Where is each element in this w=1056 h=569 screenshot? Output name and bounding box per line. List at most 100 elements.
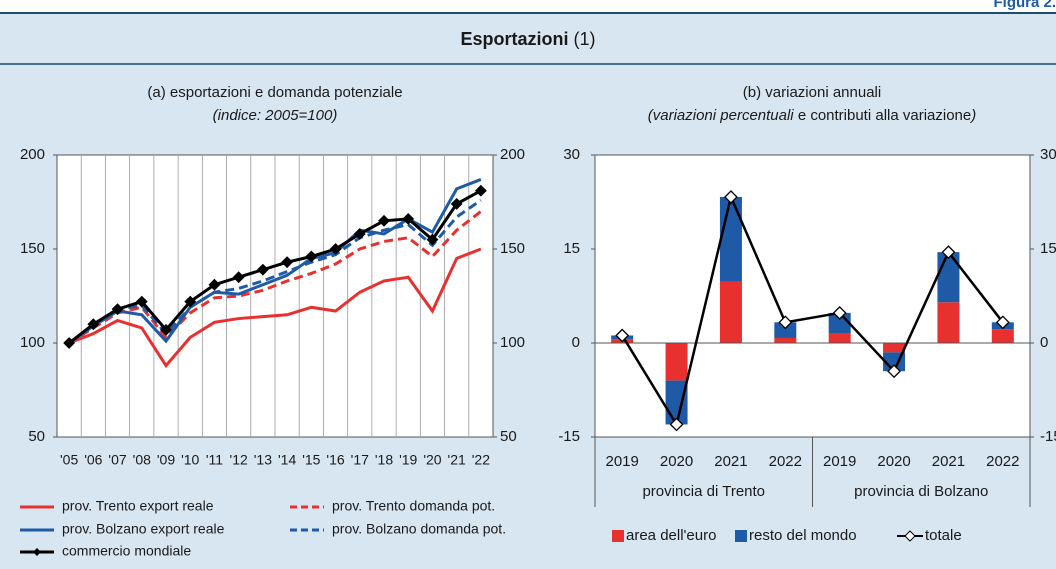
marker (232, 271, 245, 284)
x-tick-label: '05 (60, 452, 78, 468)
marker (87, 318, 100, 331)
y-tick-label: 15 (563, 240, 580, 257)
x-tick-label: '14 (278, 452, 296, 468)
legend-marker (33, 548, 41, 556)
y2-tick-label: 50 (500, 428, 517, 445)
bar (937, 302, 960, 343)
subtitle-italic: (variazioni percentuali (648, 107, 795, 124)
legend-label: commercio mondiale (62, 543, 191, 559)
y-tick-label: 0 (572, 334, 580, 351)
x-tick-label: 2021 (714, 453, 747, 470)
marker (160, 323, 172, 336)
chart-title: (b) variazioni annuali (743, 84, 881, 101)
y-tick-label: 30 (563, 146, 580, 163)
group-label: provincia di Bolzano (854, 483, 988, 500)
marker (184, 295, 197, 308)
x-tick-label: '10 (181, 452, 199, 468)
subtitle-plain: e contributi alla variazione (798, 107, 971, 124)
x-tick-label: '19 (399, 452, 417, 468)
x-tick-label: '15 (302, 452, 320, 468)
y2-tick-label: 30 (1040, 146, 1056, 163)
y-tick-label: 150 (20, 240, 45, 257)
top-strip (0, 0, 1056, 12)
x-tick-label: 2020 (660, 453, 693, 470)
group-label: provincia di Trento (642, 483, 765, 500)
x-tick-label: 2019 (823, 453, 856, 470)
marker (832, 306, 847, 320)
marker (778, 315, 793, 330)
y2-tick-label: 100 (500, 334, 525, 351)
marker (329, 243, 342, 255)
x-tick-label: '17 (351, 452, 369, 468)
marker (305, 250, 318, 263)
title: Esportazioni (460, 29, 568, 49)
legend-swatch (735, 530, 747, 542)
line (68, 210, 482, 345)
y2-tick-label: 150 (500, 240, 525, 257)
marker (995, 315, 1010, 330)
y2-tick-label: 15 (1040, 240, 1056, 257)
legend-label: prov. Trento domanda pot. (332, 498, 495, 514)
legend-label: prov. Bolzano domanda pot. (332, 521, 506, 537)
x-tick-label: 2022 (769, 453, 802, 470)
legend-label: area dell'euro (626, 527, 716, 544)
bar (883, 343, 906, 353)
legend-label: resto del mondo (749, 527, 857, 544)
chart-subtitle: (indice: 2005=100) (213, 107, 338, 124)
marker (450, 197, 463, 210)
line (621, 193, 1004, 428)
x-tick-label: 2019 (606, 453, 639, 470)
x-tick-label: '07 (108, 452, 126, 468)
marker (426, 233, 439, 246)
line (68, 247, 482, 369)
marker (208, 278, 221, 291)
x-tick-label: '08 (133, 452, 151, 468)
title-note: (1) (574, 29, 596, 49)
plot-area (594, 154, 1031, 438)
marker (111, 303, 124, 316)
x-tick-label: '20 (423, 452, 441, 468)
marker (353, 228, 366, 240)
bar (719, 281, 742, 343)
bar (774, 337, 797, 343)
x-tick-label: 2021 (932, 453, 965, 470)
marker (402, 213, 415, 225)
marker (135, 295, 148, 308)
y2-tick-label: 0 (1040, 334, 1048, 351)
marker (669, 417, 684, 432)
y-tick-label: 200 (20, 146, 45, 163)
chart-subtitle: (variazioni percentuali e contributi all… (648, 107, 977, 124)
x-tick-label: '22 (472, 452, 490, 468)
y2-tick-label: -15 (1040, 428, 1056, 445)
marker (941, 245, 956, 260)
x-tick-label: '11 (206, 452, 223, 468)
marker (724, 190, 738, 204)
legend-label: prov. Bolzano export reale (62, 521, 225, 537)
legend-swatch (612, 530, 624, 542)
marker (281, 256, 294, 269)
subtitle-end: ) (969, 107, 976, 124)
marker (474, 184, 487, 197)
x-tick-label: '21 (448, 452, 466, 468)
x-tick-label: '18 (375, 452, 393, 468)
x-tick-label: 2022 (986, 453, 1019, 470)
bar (774, 322, 797, 338)
legend-label: prov. Trento export reale (62, 498, 214, 514)
x-tick-label: 2020 (877, 453, 910, 470)
x-tick-label: '06 (84, 452, 102, 468)
bar (828, 333, 851, 343)
marker (256, 263, 269, 276)
bar (937, 252, 960, 303)
marker (378, 214, 390, 227)
x-tick-label: '13 (254, 452, 272, 468)
y2-tick-label: 200 (500, 146, 525, 163)
y-tick-label: 100 (20, 334, 45, 351)
x-tick-label: '09 (157, 452, 175, 468)
marker (63, 337, 76, 349)
chart-title: (a) esportazioni e domanda potenziale (147, 84, 402, 101)
marker (887, 364, 901, 379)
line (68, 198, 482, 345)
x-tick-label: '16 (326, 452, 344, 468)
